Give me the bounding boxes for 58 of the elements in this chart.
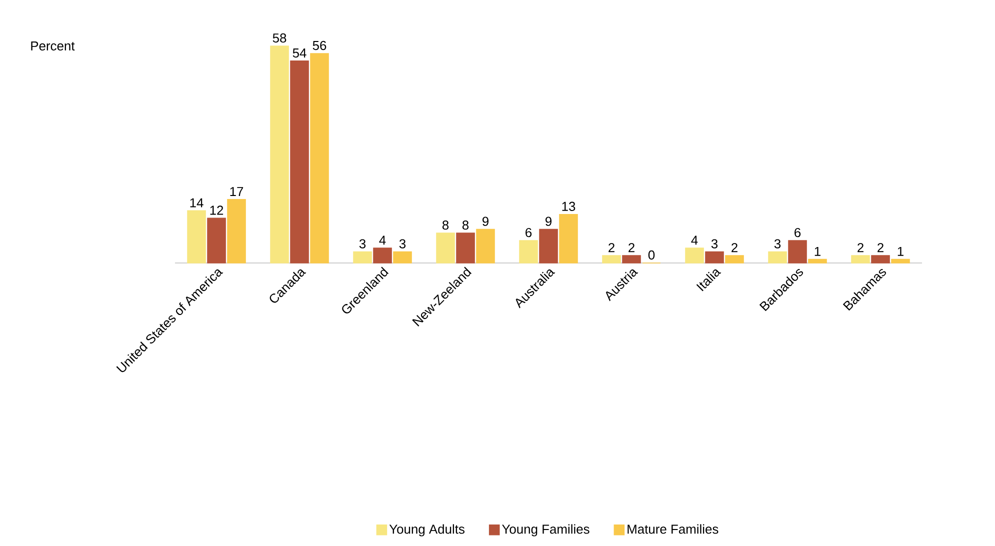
bar bbox=[353, 251, 372, 264]
data-label: 2 bbox=[608, 243, 614, 252]
bar bbox=[725, 255, 744, 264]
data-label: 9 bbox=[546, 216, 552, 226]
bar bbox=[476, 228, 495, 264]
bar bbox=[207, 218, 226, 264]
data-label: 0 bbox=[648, 250, 655, 260]
data-label: 4 bbox=[379, 236, 386, 245]
legend-label: Young Adults bbox=[389, 524, 464, 536]
bar bbox=[705, 251, 724, 264]
legend-label: Mature Families bbox=[628, 524, 718, 534]
bar bbox=[290, 60, 309, 264]
data-label: 8 bbox=[462, 220, 469, 230]
legend-label: Young Families bbox=[502, 524, 590, 536]
data-label: 1 bbox=[814, 246, 820, 256]
bar bbox=[602, 255, 621, 264]
bar bbox=[808, 258, 827, 264]
data-label: 3 bbox=[359, 239, 366, 248]
bar bbox=[539, 228, 558, 264]
data-label: 8 bbox=[442, 220, 449, 230]
bar bbox=[519, 240, 538, 264]
data-label: 6 bbox=[794, 228, 801, 238]
data-label: 9 bbox=[482, 216, 488, 226]
bar bbox=[270, 46, 289, 264]
data-label: 1 bbox=[898, 246, 904, 256]
bar bbox=[871, 255, 890, 264]
data-label: 12 bbox=[210, 206, 224, 215]
x-tick-label: Italia bbox=[696, 269, 722, 292]
data-label: 6 bbox=[526, 228, 532, 238]
data-label: 14 bbox=[190, 198, 204, 208]
y-axis-title: Percent bbox=[31, 41, 75, 51]
bar bbox=[685, 248, 704, 264]
bar bbox=[768, 251, 787, 264]
data-label: 56 bbox=[312, 40, 326, 50]
data-label: 2 bbox=[732, 243, 738, 252]
bar bbox=[227, 198, 246, 264]
data-label: 2 bbox=[628, 243, 634, 252]
data-label: 3 bbox=[399, 239, 406, 248]
bar bbox=[788, 240, 807, 264]
data-label: 54 bbox=[292, 48, 306, 58]
data-label: 58 bbox=[272, 33, 286, 43]
data-label: 2 bbox=[878, 243, 884, 252]
bar bbox=[851, 255, 870, 264]
bar bbox=[310, 53, 329, 264]
data-label: 2 bbox=[858, 243, 864, 252]
data-label: 13 bbox=[562, 202, 576, 211]
bar bbox=[456, 232, 475, 264]
bar bbox=[559, 214, 578, 264]
bar bbox=[187, 210, 206, 264]
bar bbox=[373, 248, 392, 264]
bar bbox=[622, 255, 641, 264]
data-label: 17 bbox=[230, 187, 244, 196]
data-label: 3 bbox=[774, 239, 781, 248]
data-label: 3 bbox=[711, 239, 718, 248]
bar bbox=[436, 232, 455, 264]
bar bbox=[393, 251, 412, 264]
data-label: 4 bbox=[691, 236, 698, 245]
bar bbox=[891, 258, 910, 264]
